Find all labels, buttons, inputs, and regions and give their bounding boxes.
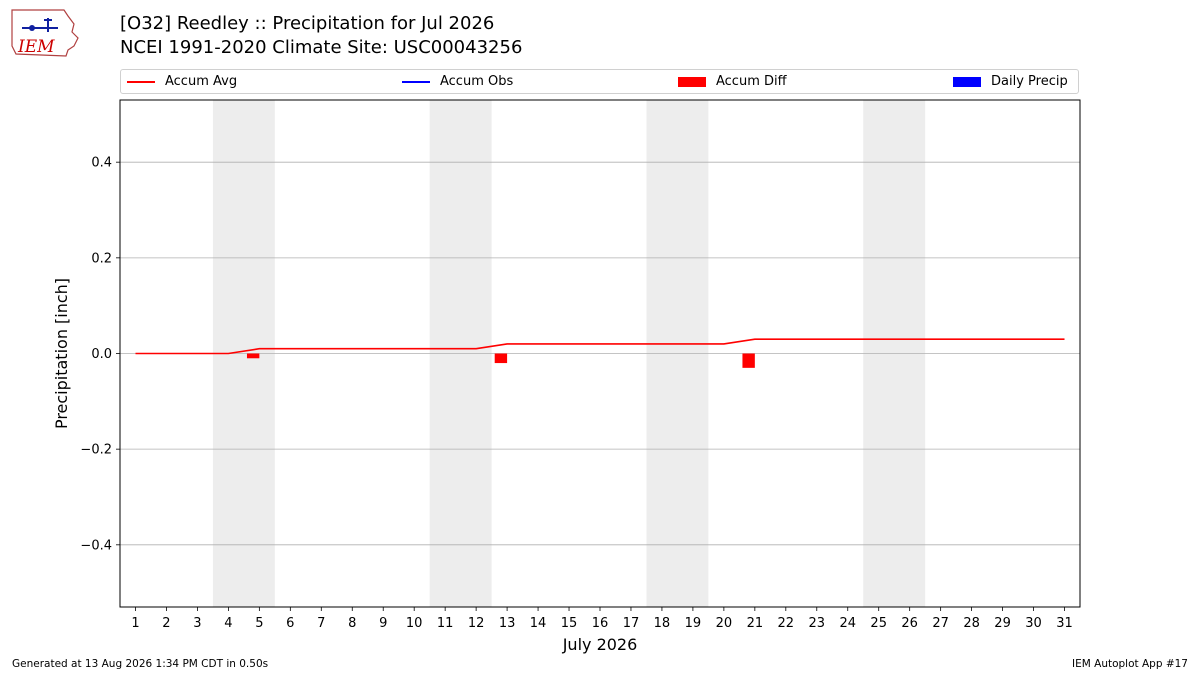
- x-tick-label: 26: [901, 616, 918, 631]
- x-tick-label: 3: [193, 616, 201, 631]
- x-tick-label: 7: [317, 616, 325, 631]
- chart-title: [O32] Reedley :: Precipitation for Jul 2…: [120, 13, 495, 34]
- legend-label: Accum Avg: [165, 74, 238, 89]
- x-tick-label: 19: [685, 616, 702, 631]
- accum-diff-bar: [742, 353, 755, 368]
- y-tick-label: −0.2: [80, 443, 112, 458]
- x-tick-label: 20: [716, 616, 733, 631]
- plot-frame: [119, 99, 1081, 608]
- x-axis-label: July 2026: [562, 635, 638, 654]
- x-tick-label: 14: [530, 616, 547, 631]
- legend-item-daily-precip: Daily Precip: [953, 70, 1068, 93]
- x-tick-label: 5: [255, 616, 263, 631]
- footer-app-id: IEM Autoplot App #17: [1072, 658, 1188, 670]
- x-tick-label: 10: [406, 616, 423, 631]
- x-tick-label: 1: [131, 616, 139, 631]
- x-tick-label: 8: [348, 616, 356, 631]
- iowa-outline-icon: [11, 9, 79, 57]
- y-tick-label: 0.4: [91, 156, 112, 171]
- x-tick-label: 13: [499, 616, 516, 631]
- accum-diff-bar: [246, 353, 260, 359]
- accum-avg-line: [135, 338, 1065, 355]
- y-axis-label: Precipitation [inch]: [52, 278, 71, 429]
- legend-item-accum-obs: Accum Obs: [402, 70, 513, 93]
- chart-subtitle: NCEI 1991-2020 Climate Site: USC00043256: [120, 37, 523, 58]
- x-tick-label: 2: [162, 616, 170, 631]
- legend-label: Daily Precip: [991, 74, 1068, 89]
- x-tick-label: 12: [468, 616, 485, 631]
- x-tick-label: 27: [932, 616, 949, 631]
- x-tick-label: 18: [654, 616, 671, 631]
- x-tick-label: 11: [437, 616, 454, 631]
- legend-line-swatch: [402, 80, 430, 83]
- legend: Accum Avg Accum Obs Accum Diff Daily Pre…: [120, 69, 1079, 94]
- x-tick-label: 22: [778, 616, 795, 631]
- legend-label: Accum Diff: [716, 74, 787, 89]
- x-tick-label: 24: [839, 616, 856, 631]
- x-tick-label: 6: [286, 616, 294, 631]
- x-tick-label: 16: [592, 616, 609, 631]
- x-tick-label: 4: [224, 616, 232, 631]
- x-tick-label: 31: [1056, 616, 1073, 631]
- legend-item-accum-diff: Accum Diff: [678, 70, 787, 93]
- x-tick-label: 25: [870, 616, 887, 631]
- legend-label: Accum Obs: [440, 74, 514, 89]
- logo-text: IEM: [17, 37, 55, 57]
- legend-line-swatch: [127, 80, 155, 83]
- legend-bar-swatch: [678, 76, 706, 87]
- iem-logo: IEM: [11, 9, 79, 57]
- x-tick-label: 30: [1025, 616, 1042, 631]
- footer-generated: Generated at 13 Aug 2026 1:34 PM CDT in …: [12, 658, 269, 670]
- legend-item-accum-avg: Accum Avg: [127, 70, 237, 93]
- x-tick-label: 9: [379, 616, 387, 631]
- x-tick-label: 21: [747, 616, 764, 631]
- x-tick-label: 15: [561, 616, 578, 631]
- y-tick-label: 0.0: [91, 347, 112, 362]
- x-tick-label: 17: [623, 616, 640, 631]
- y-tick-label: −0.4: [80, 538, 112, 553]
- legend-bar-swatch: [953, 76, 981, 87]
- accum-diff-bar: [494, 353, 508, 364]
- y-tick-label: 0.2: [91, 251, 112, 266]
- x-tick-label: 28: [963, 616, 980, 631]
- x-tick-label: 29: [994, 616, 1011, 631]
- x-tick-label: 23: [809, 616, 826, 631]
